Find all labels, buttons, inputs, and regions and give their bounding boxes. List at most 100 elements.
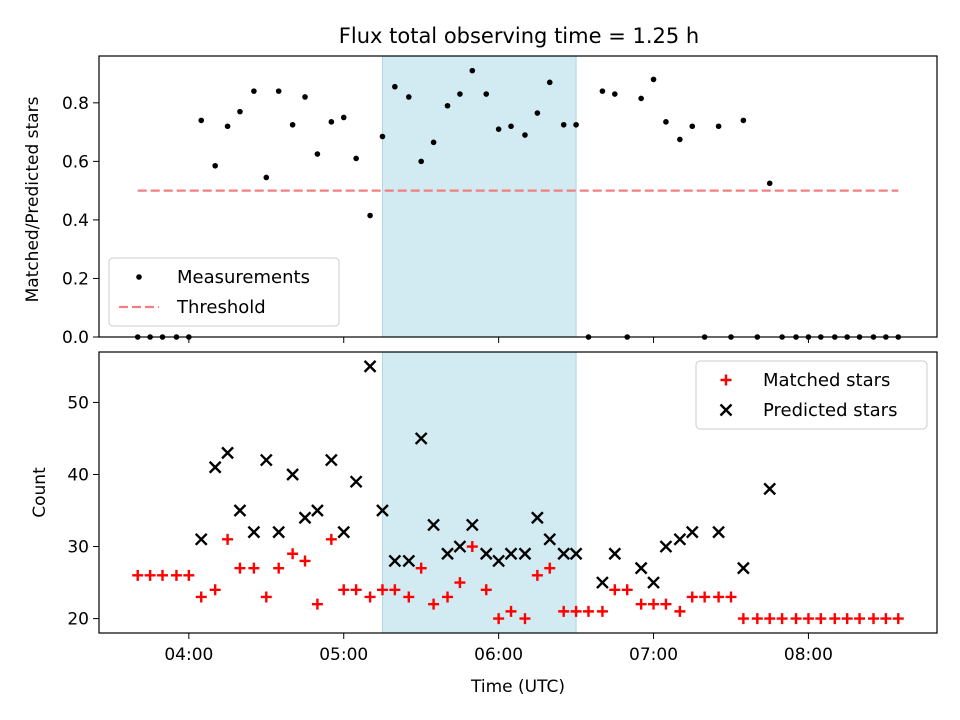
ratio-panel: 0.00.20.40.60.8 Matched/Predicted stars … [23,55,938,348]
measurement-point [469,67,476,74]
measurement-point [766,180,773,187]
matched-star-point [582,605,594,617]
y-tick-label: 0.0 [62,328,89,348]
measurement-point [677,136,683,143]
matched-star-point [183,569,195,581]
measurement-point [353,155,359,162]
matched-star-point [209,584,221,596]
predicted-star-point [402,554,416,568]
legend-threshold-label: Threshold [176,297,266,318]
legend-box [108,257,340,327]
matched-star-point [442,591,454,603]
x-axis-label: Time (UTC) [470,677,565,697]
y-tick-label: 0.8 [62,94,89,114]
predicted-star-point [311,504,324,517]
measurement-point [379,133,386,140]
matched-star-point [493,613,505,625]
matched-star-point [776,613,788,625]
measurement-point [430,139,437,146]
matched-star-point [519,613,531,625]
matched-star-point [609,584,621,596]
measurement-point [534,110,541,116]
count-panel: 20 30 40 50 04:00 05:00 06:00 07:00 08:00 Count… [30,351,938,697]
matched-star-point [841,613,853,625]
predicted-star-point [388,554,402,568]
measurement-point [650,76,657,83]
matched-star-point [350,584,362,596]
predicted-star-point [673,532,687,546]
observing-window-band [381,56,577,337]
predicted-star-point [272,525,286,539]
observing-window-band [381,352,577,633]
predicted-star-point [194,532,208,546]
measurement-point [612,91,618,97]
matched-star-point [273,562,285,574]
matched-star-point [325,533,337,545]
predicted-star-point [208,460,222,474]
predicted-star-point [349,475,363,489]
x-tick-label: 08:00 [784,645,833,665]
matched-star-point [248,562,260,574]
measurement-point [546,79,553,86]
matched-star-point [829,613,841,625]
predicted-stars-points [194,360,777,589]
predicted-star-point [659,540,673,553]
matched-star-point [403,591,415,603]
matched-star-point [713,591,725,603]
measurement-point [251,88,257,94]
predicted-star-point [543,532,557,546]
matched-star-point [389,584,401,596]
measurement-point [212,162,218,169]
x-tick-label: 07:00 [629,645,678,665]
ratio-legend: Measurements Threshold [108,257,340,327]
predicted-star-point [634,561,648,575]
measurement-point [263,174,270,181]
predicted-star-point [763,482,777,496]
measurement-point [573,121,579,128]
matched-star-point [686,591,698,603]
matched-star-point [428,598,440,610]
predicted-star-point [504,547,518,561]
predicted-star-point [286,468,299,481]
measurement-point [599,88,606,94]
matched-star-point [376,584,388,596]
matched-star-point [466,541,478,553]
matched-star-point [790,613,802,625]
chart-title: Flux total observing time = 1.25 h [339,24,699,48]
measurement-point [457,91,463,97]
y-tick-label: 0.6 [62,152,89,172]
predicted-star-point [685,525,699,539]
legend-predicted-marker [719,403,733,417]
matched-star-point [815,613,827,625]
predicted-star-point [259,453,273,467]
legend-matched-marker [720,374,732,386]
matched-star-point [299,555,311,567]
measurement-point [495,126,502,132]
measurement-point [367,212,373,219]
matched-star-point [415,562,427,574]
measurement-point [483,91,490,97]
measurement-point [237,108,243,115]
predicted-star-point [363,360,377,373]
band-fill [382,352,577,633]
measurement-point [522,132,528,138]
matched-star-point [287,548,299,560]
predicted-star-point [337,525,351,539]
measurement-point [224,123,231,130]
matched-star-point [621,584,633,596]
predicted-star-point [518,547,532,561]
matched-star-point [854,613,866,625]
matched-star-point [454,577,466,589]
legend-measurements-label: Measurements [177,267,310,288]
y-tick-label: 40 [67,465,89,485]
measurement-point [444,102,451,109]
matched-star-point [867,613,879,625]
predicted-star-point [233,504,247,517]
measurement-point [508,123,514,130]
ratio-panel-frame [98,55,938,338]
matched-star-point [531,569,543,581]
matched-star-point [596,605,608,617]
x-tick-label: 05:00 [319,645,368,665]
matched-star-point [195,591,207,603]
matched-star-point [725,591,737,603]
